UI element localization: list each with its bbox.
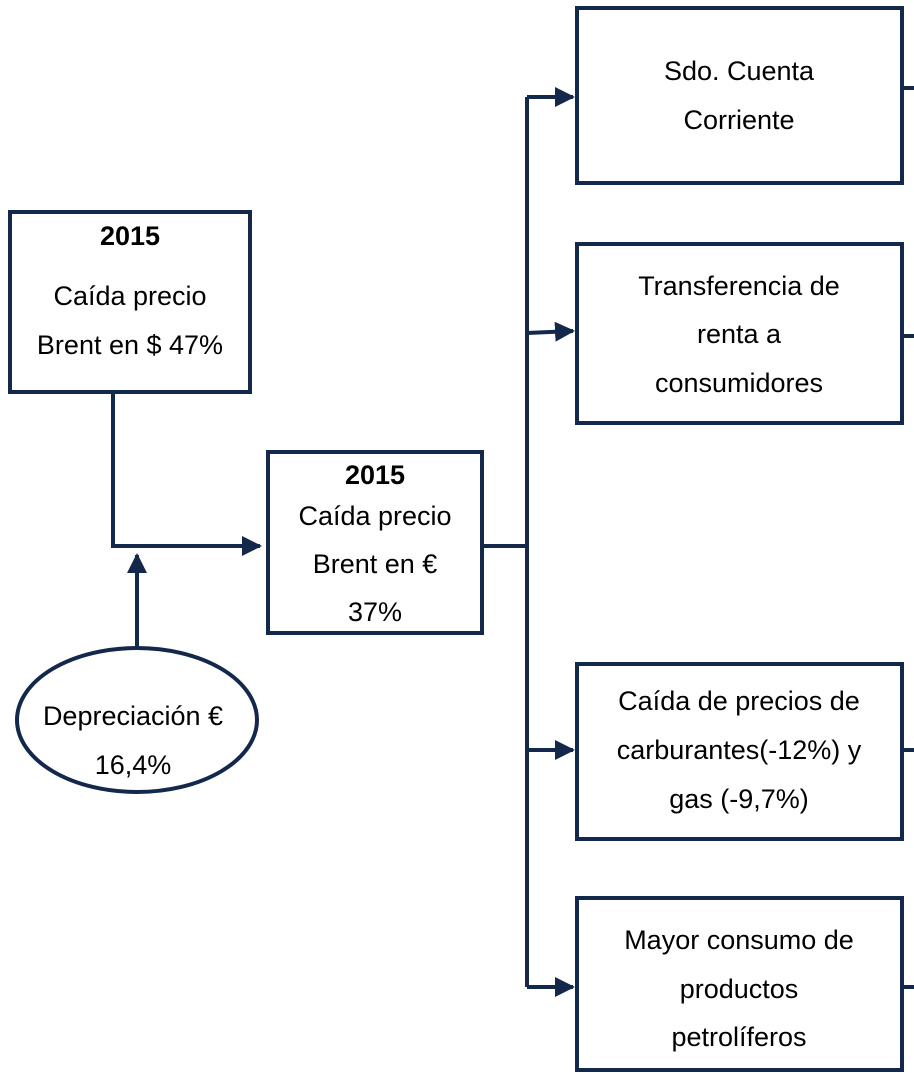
node-text: 37% [348, 597, 402, 627]
node-text: Sdo. Cuenta [664, 56, 815, 86]
arrow [111, 392, 262, 556]
node: 2015 Caída precio Brent en $ 47% [8, 210, 252, 394]
node-text: Caída de precios de [618, 686, 860, 716]
box [575, 6, 904, 185]
node-text: Mayor consumo de [624, 925, 854, 955]
box [575, 662, 904, 841]
node-text: Caída precio [53, 281, 206, 311]
node: Depreciación € 16,4% [15, 646, 259, 794]
node-text: Brent en $ 47% [37, 330, 223, 360]
node-text: gas (-9,7%) [669, 784, 809, 814]
node-title: 2015 [100, 221, 160, 251]
box [575, 242, 904, 425]
node-text: 16,4% [95, 750, 172, 780]
node-text: Corriente [683, 105, 794, 135]
node-text: Transferencia de [638, 271, 840, 301]
node: Sdo. Cuenta Corriente [575, 6, 904, 185]
node: Transferencia de renta a consumidores [575, 242, 904, 425]
node: Caída de precios de carburantes(-12%) y … [575, 662, 904, 841]
node: Mayor consumo de productos petrolíferos [575, 896, 904, 1072]
node-title: 2015 [345, 460, 405, 490]
node-text: Caída precio [298, 501, 451, 531]
arrow [526, 321, 575, 342]
node-text: consumidores [655, 368, 823, 398]
node: 2015 Caída precio Brent en € 37% [266, 450, 484, 635]
box [575, 896, 904, 1072]
ellipse [15, 646, 259, 794]
box [266, 450, 484, 635]
node-text: Depreciación € [43, 701, 223, 731]
node-text: petrolíferos [671, 1022, 806, 1052]
node-text: productos [680, 974, 799, 1004]
node-text: carburantes(-12%) y [617, 735, 862, 765]
node-text: Brent en € [313, 549, 438, 579]
node-text: renta a [697, 319, 782, 349]
box [8, 210, 252, 394]
